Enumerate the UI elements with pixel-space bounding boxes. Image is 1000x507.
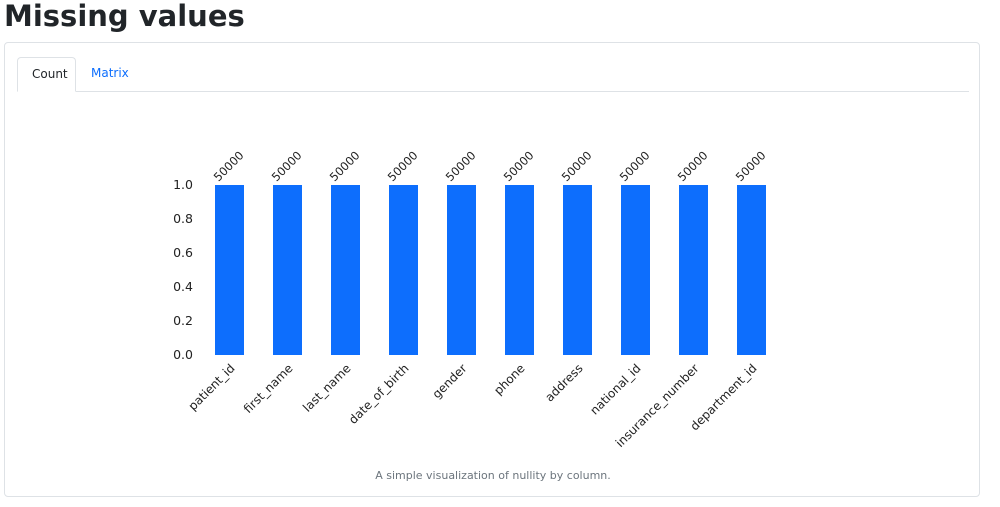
count-label: 50000	[559, 148, 595, 184]
bar-phone	[505, 185, 534, 355]
tab-matrix[interactable]: Matrix	[91, 66, 129, 80]
count-label: 50000	[733, 148, 769, 184]
nullity-count-bar-chart: 0.0 0.2 0.4 0.6 0.8 1.0 50000 patient_id 50000 fi…	[173, 148, 769, 450]
tab-count[interactable]: Count	[17, 57, 76, 92]
count-label: 50000	[443, 148, 479, 184]
x-tick-label: patient_id	[186, 361, 238, 413]
y-tick-label: 0.2	[173, 313, 193, 328]
x-tick-label: national_id	[587, 361, 643, 417]
y-tick-label: 0.4	[173, 279, 193, 294]
x-tick-label: date_of_birth	[346, 361, 412, 427]
count-label: 50000	[501, 148, 537, 184]
bar-first_name	[273, 185, 302, 355]
x-tick-label: first_name	[241, 361, 296, 416]
bar-last_name	[331, 185, 360, 355]
tab-bar: Count Matrix	[17, 57, 969, 92]
bar-date_of_birth	[389, 185, 418, 355]
count-label: 50000	[675, 148, 711, 184]
count-label: 50000	[617, 148, 653, 184]
count-label: 50000	[211, 148, 247, 184]
count-label: 50000	[327, 148, 363, 184]
chart-caption: A simple visualization of nullity by col…	[375, 469, 611, 482]
bar-address	[563, 185, 592, 355]
bar-national_id	[621, 185, 650, 355]
missing-values-card: Count Matrix 0.0 0.2 0.4 0.6 0.8 1.0 50000 pati…	[4, 42, 980, 497]
x-tick-label: address	[542, 361, 585, 404]
count-label: 50000	[269, 148, 305, 184]
bar-department_id	[737, 185, 766, 355]
y-tick-label: 0.8	[173, 211, 193, 226]
bar-insurance_number	[679, 185, 708, 355]
x-tick-label: gender	[430, 361, 470, 401]
y-tick-label: 0.6	[173, 245, 193, 260]
y-tick-label: 0.0	[173, 347, 193, 362]
x-tick-label: phone	[491, 361, 527, 397]
bar-patient_id	[215, 185, 244, 355]
page-title: Missing values	[4, 0, 245, 33]
y-tick-label: 1.0	[173, 177, 193, 192]
bar-gender	[447, 185, 476, 355]
count-label: 50000	[385, 148, 421, 184]
x-tick-label: last_name	[300, 361, 354, 415]
